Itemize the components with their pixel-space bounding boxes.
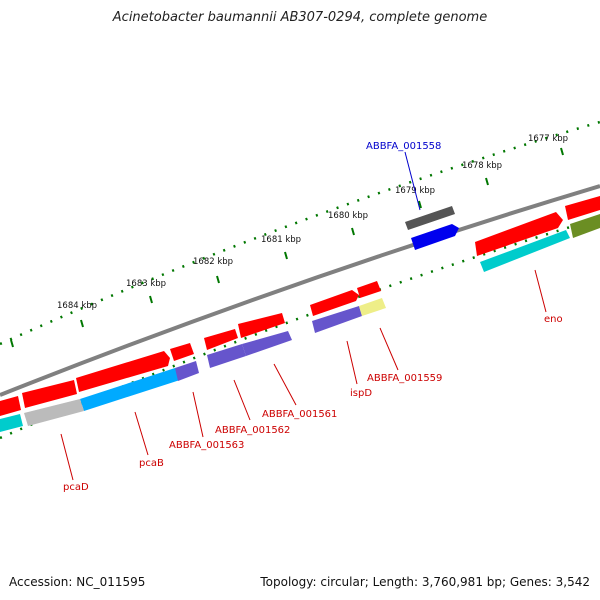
- gene-feature-purple: [207, 344, 246, 368]
- gene-label-ABBFA_001561: ABBFA_001561: [262, 409, 337, 420]
- accession-label: Accession: NC_011595: [9, 575, 146, 589]
- gene-feature-red: [238, 313, 285, 338]
- gene-feature-gray: [405, 206, 455, 230]
- scale-major-ticks: [10, 147, 564, 348]
- gene-feature-purple: [312, 306, 362, 333]
- map-title: Acinetobacter baumannii AB307-0294, comp…: [112, 10, 488, 25]
- gene-label-eno: eno: [544, 314, 563, 325]
- gene-label-ABBFA_001563: ABBFA_001563: [169, 440, 244, 451]
- gene-feature-red: [0, 396, 21, 416]
- gene-feature-red: [170, 343, 194, 361]
- gene-feature-yellow: [359, 298, 386, 316]
- gene-feature-cyan: [0, 414, 23, 432]
- gene-feature-red: [22, 380, 77, 408]
- gene-feature-olive: [570, 214, 600, 238]
- gene-feature-purple: [175, 361, 199, 381]
- scale-label-1683: 1683 kbp: [126, 279, 166, 289]
- gene-label-pcaD: pcaD: [63, 482, 89, 493]
- gene-feature-lightgray: [24, 399, 84, 426]
- scale-label-1678: 1678 kbp: [462, 161, 502, 171]
- gene-label-ispD: ispD: [350, 388, 372, 399]
- scale-label-1681: 1681 kbp: [261, 235, 301, 245]
- gene-feature-red: [475, 212, 563, 256]
- gene-feature-blue-ABBFA_001558: [411, 224, 459, 250]
- gene-feature-red: [76, 351, 170, 392]
- outer-scale-ring: [0, 120, 600, 346]
- gene-feature-skyblue: [80, 368, 180, 411]
- scale-label-1684: 1684 kbp: [57, 301, 97, 311]
- gene-label-ABBFA_001558: ABBFA_001558: [366, 141, 441, 152]
- gene-feature-red: [357, 281, 381, 298]
- scale-label-1677: 1677 kbp: [528, 134, 568, 144]
- gene-feature-purple: [242, 331, 292, 356]
- genome-summary: Topology: circular; Length: 3,760,981 bp…: [260, 575, 590, 589]
- gene-leader-lines: [60, 151, 547, 481]
- genome-backbone: [0, 184, 600, 397]
- gene-feature-red: [310, 290, 359, 316]
- scale-label-1682: 1682 kbp: [193, 257, 233, 267]
- gene-feature-red: [204, 329, 238, 350]
- gene-label-ABBFA_001559: ABBFA_001559: [367, 373, 442, 384]
- gene-feature-red: [565, 196, 600, 220]
- scale-label-1680: 1680 kbp: [328, 211, 368, 221]
- gene-feature-cyan: [480, 230, 570, 272]
- gene-label-ABBFA_001562: ABBFA_001562: [215, 425, 290, 436]
- inner-scale-ring: [0, 216, 600, 440]
- gene-label-pcaB: pcaB: [139, 458, 164, 469]
